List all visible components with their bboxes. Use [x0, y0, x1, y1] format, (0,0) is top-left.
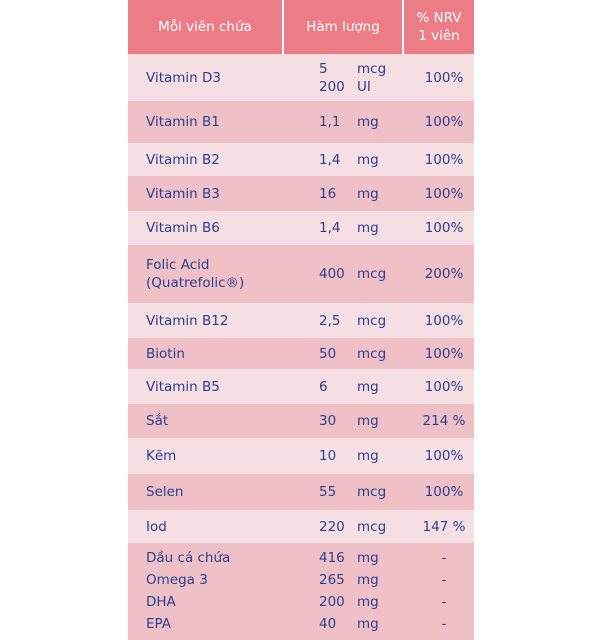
header-amount: Hàm lượng — [306, 19, 380, 35]
table-row: Kẽm 10 mg 100% — [128, 438, 474, 474]
cell-nrv: 100% — [424, 345, 464, 362]
cell-nrv: 100% — [424, 69, 464, 86]
cell-unit: mcg — [357, 518, 387, 535]
cell-amount: 220 — [319, 518, 345, 535]
cell-unit: mg — [357, 572, 379, 588]
cell-name: DHA — [146, 594, 176, 610]
cell-unit: mcg UI — [357, 60, 387, 95]
omega-block: Dầu cá chứa 416 mg - Omega 3 265 mg - DHA 200 mg - E… — [128, 543, 474, 640]
cell-name: Iod — [146, 518, 167, 535]
cell-nrv: 100% — [424, 220, 464, 236]
cell-unit: mcg — [357, 484, 387, 500]
cell-name: Vitamin B3 — [146, 185, 220, 202]
cell-amount: 200 — [319, 594, 345, 610]
cell-nrv: 200% — [424, 266, 464, 282]
cell-amount: 10 — [319, 448, 337, 464]
cell-unit: mg — [357, 151, 379, 168]
cell-name: Vitamin D3 — [146, 69, 221, 86]
cell-unit: mcg — [357, 266, 387, 282]
cell-nrv: 100% — [424, 114, 464, 130]
cell-amount: 1,1 — [319, 114, 341, 130]
table-row: Selen 55 mcg 100% — [128, 474, 474, 510]
cell-amount: 265 — [319, 572, 345, 588]
cell-unit: mg — [357, 594, 379, 610]
cell-unit: mg — [357, 413, 379, 429]
cell-amount: 2,5 — [319, 312, 341, 329]
table-header: Mỗi viên chứa Hàm lượng % NRV 1 viên — [128, 0, 474, 54]
table-row: Folic Acid (Quatrefolic®) 400 mcg 200% — [128, 245, 474, 303]
header-divider — [282, 0, 284, 54]
table-row: DHA 200 mg - — [128, 591, 474, 613]
cell-unit: mg — [357, 220, 379, 236]
cell-amount: 1,4 — [319, 220, 341, 236]
cell-nrv: 100% — [424, 312, 464, 329]
cell-nrv: - — [441, 550, 447, 566]
cell-amount: 16 — [319, 185, 337, 202]
cell-nrv: 214 % — [422, 413, 466, 429]
cell-unit: mg — [357, 448, 379, 464]
cell-nrv: - — [441, 616, 447, 632]
cell-nrv: 100% — [424, 484, 464, 500]
cell-unit: mcg — [357, 312, 387, 329]
cell-unit: mg — [357, 616, 379, 632]
cell-name: Vitamin B12 — [146, 312, 229, 329]
table-row: Biotin 50 mcg 100% — [128, 338, 474, 369]
cell-unit: mg — [357, 550, 379, 566]
table-row: Sắt 30 mg 214 % — [128, 404, 474, 438]
cell-unit: mg — [357, 185, 379, 202]
table-row: Vitamin D3 5 200 mcg UI 100% — [128, 54, 474, 101]
cell-amount: 1,4 — [319, 151, 341, 168]
table-row: Vitamin B3 16 mg 100% — [128, 176, 474, 211]
cell-amount: 55 — [319, 484, 337, 500]
table-row: Vitamin B2 1,4 mg 100% — [128, 143, 474, 176]
nutrition-table: Mỗi viên chứa Hàm lượng % NRV 1 viên Vit… — [128, 0, 474, 640]
cell-name: Folic Acid (Quatrefolic®) — [146, 257, 245, 291]
header-nrv: % NRV 1 viên — [416, 10, 462, 44]
cell-name: Sắt — [146, 413, 169, 429]
table-row: Iod 220 mcg 147 % — [128, 510, 474, 543]
cell-unit: mg — [357, 378, 379, 395]
table-row: Vitamin B12 2,5 mcg 100% — [128, 303, 474, 338]
table-row: Vitamin B5 6 mg 100% — [128, 369, 474, 404]
cell-unit: mcg — [357, 345, 387, 362]
cell-amount: 416 — [319, 550, 345, 566]
table-row: Vitamin B6 1,4 mg 100% — [128, 211, 474, 245]
cell-name: Vitamin B2 — [146, 151, 220, 168]
cell-name: Omega 3 — [146, 572, 208, 588]
cell-unit: mg — [357, 114, 379, 130]
table-row: Omega 3 265 mg - — [128, 569, 474, 591]
cell-amount: 40 — [319, 616, 337, 632]
cell-name: Kẽm — [146, 448, 177, 464]
cell-name: Vitamin B6 — [146, 220, 220, 236]
cell-nrv: 100% — [424, 378, 464, 395]
cell-name: Selen — [146, 484, 184, 500]
cell-name: Vitamin B5 — [146, 378, 220, 395]
cell-name: EPA — [146, 616, 172, 632]
cell-amount: 50 — [319, 345, 337, 362]
table-row: Dầu cá chứa 416 mg - — [128, 547, 474, 569]
cell-nrv: 100% — [424, 151, 464, 168]
table-row: Vitamin B1 1,1 mg 100% — [128, 101, 474, 143]
cell-amount: 6 — [319, 378, 328, 395]
cell-nrv: - — [441, 572, 447, 588]
cell-amount: 30 — [319, 413, 337, 429]
table-row: EPA 40 mg - — [128, 613, 474, 635]
cell-name: Vitamin B1 — [146, 114, 220, 130]
cell-nrv: 100% — [424, 448, 464, 464]
cell-amount: 5 200 — [319, 60, 345, 95]
cell-nrv: 100% — [424, 185, 464, 202]
cell-amount: 400 — [319, 266, 345, 282]
cell-name: Biotin — [146, 345, 185, 362]
header-divider — [402, 0, 404, 54]
cell-nrv: - — [441, 594, 447, 610]
cell-name: Dầu cá chứa — [146, 550, 231, 566]
header-ingredient: Mỗi viên chứa — [158, 19, 252, 35]
cell-nrv: 147 % — [422, 518, 466, 535]
